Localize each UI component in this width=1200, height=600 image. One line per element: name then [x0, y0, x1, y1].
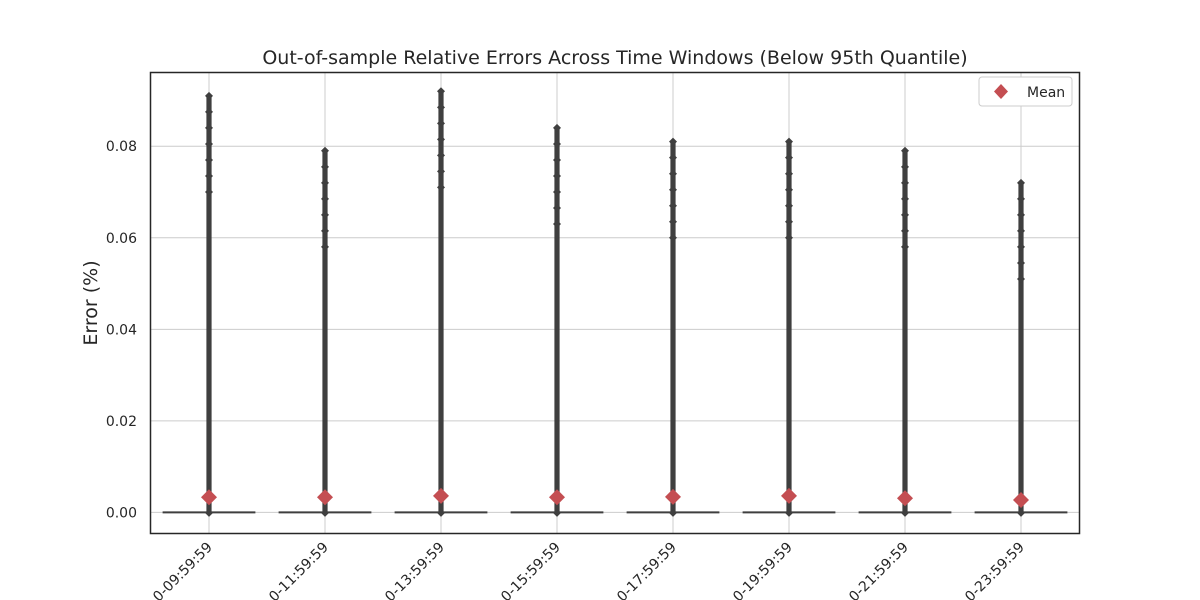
outlier-column: [554, 127, 560, 513]
outlier-point: [205, 155, 213, 164]
outlier-point: [669, 153, 677, 162]
outlier-point: [205, 171, 213, 180]
outlier-point: [437, 151, 445, 160]
outlier-point: [901, 194, 909, 203]
legend-mean-marker: [994, 84, 1008, 99]
mean-marker: [433, 487, 449, 504]
outlier-column: [902, 150, 908, 513]
outlier-point: [1017, 258, 1025, 267]
mean-marker: [201, 489, 217, 506]
outlier-point: [1017, 274, 1025, 283]
y-axis-label: Error (%): [80, 260, 102, 345]
mean-marker: [781, 487, 797, 504]
outlier-point: [785, 508, 793, 517]
outlier-column: [1018, 182, 1024, 513]
outlier-point: [205, 139, 213, 148]
mean-marker: [1013, 492, 1029, 509]
outlier-point: [901, 226, 909, 235]
outlier-point: [321, 508, 329, 517]
outlier-point: [1017, 242, 1025, 251]
outlier-point: [669, 233, 677, 242]
outlier-point: [901, 508, 909, 517]
y-tick-label: 0.02: [106, 414, 137, 430]
outlier-column: [670, 141, 676, 513]
y-tick-label: 0.06: [106, 231, 137, 247]
outlier-point: [901, 210, 909, 219]
y-tick-label: 0.08: [106, 139, 137, 155]
outlier-point: [669, 169, 677, 178]
mean-marker: [549, 489, 565, 506]
outlier-point: [437, 167, 445, 176]
outlier-point: [669, 217, 677, 226]
legend: Mean: [978, 76, 1073, 107]
outlier-point: [553, 188, 561, 197]
outlier-point: [437, 135, 445, 144]
y-tick-label: 0.00: [106, 505, 137, 521]
outlier-point: [785, 153, 793, 162]
outlier-point: [553, 508, 561, 517]
outlier-column: [206, 95, 212, 513]
mean-marker: [897, 490, 913, 507]
outlier-point: [205, 123, 213, 132]
outlier-point: [321, 242, 329, 251]
outlier-column: [438, 91, 444, 513]
outlier-point: [785, 169, 793, 178]
outlier-point: [437, 183, 445, 192]
outlier-point: [205, 188, 213, 197]
outlier-point: [669, 201, 677, 210]
y-tick-label: 0.04: [106, 322, 137, 338]
outlier-point: [553, 204, 561, 213]
outlier-point: [205, 91, 213, 100]
outlier-point: [1017, 226, 1025, 235]
outlier-point: [901, 162, 909, 171]
outlier-point: [1017, 210, 1025, 219]
outlier-point: [785, 185, 793, 194]
plot-frame: [149, 71, 1081, 535]
mean-series: [201, 487, 1029, 509]
outlier-point: [669, 137, 677, 146]
outlier-point: [553, 220, 561, 229]
outlier-point: [553, 139, 561, 148]
y-axis-ticks: 0.00 0.02 0.04 0.06 0.08: [106, 139, 137, 521]
outlier-point: [669, 185, 677, 194]
outlier-point: [669, 508, 677, 517]
mean-marker: [317, 489, 333, 506]
outlier-point: [321, 146, 329, 155]
outlier-point: [1017, 178, 1025, 187]
outlier-point: [785, 233, 793, 242]
outlier-column: [786, 141, 792, 513]
chart-title: Out-of-sample Relative Errors Across Tim…: [262, 47, 967, 69]
outlier-point: [205, 107, 213, 116]
outlier-point: [321, 178, 329, 187]
outlier-point: [553, 171, 561, 180]
outlier-point: [901, 178, 909, 187]
outlier-point: [205, 508, 213, 517]
outlier-point: [437, 119, 445, 128]
outlier-series: [205, 87, 1025, 517]
outlier-column: [322, 150, 328, 513]
outlier-point: [321, 210, 329, 219]
outlier-point: [321, 194, 329, 203]
outlier-point: [437, 508, 445, 517]
outlier-point: [785, 137, 793, 146]
outlier-point: [901, 242, 909, 251]
outlier-point: [901, 146, 909, 155]
outlier-point: [321, 226, 329, 235]
outlier-point: [437, 87, 445, 96]
outlier-point: [553, 155, 561, 164]
legend-box: [978, 76, 1073, 107]
mean-marker: [665, 488, 681, 505]
outlier-point: [785, 217, 793, 226]
outlier-point: [1017, 194, 1025, 203]
outlier-point: [553, 123, 561, 132]
legend-mean-label: Mean: [1027, 85, 1065, 101]
outlier-point: [437, 103, 445, 112]
outlier-point: [321, 162, 329, 171]
outlier-point: [1017, 508, 1025, 517]
outlier-point: [785, 201, 793, 210]
